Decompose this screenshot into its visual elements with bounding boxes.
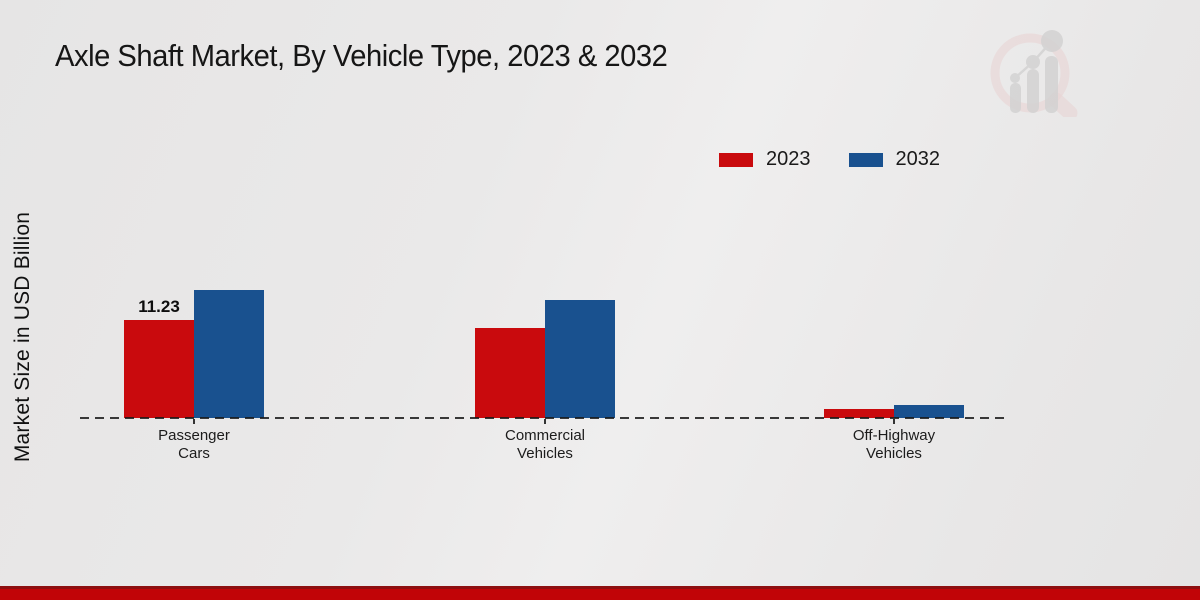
legend-label: 2032 [895, 148, 941, 170]
legend-item-2023: 2023 [719, 148, 811, 171]
legend-swatch-2023 [719, 152, 753, 167]
category-label: Off-Highway Vehicles [852, 427, 936, 462]
x-axis-tick [544, 419, 546, 424]
category-label: Passenger Cars [158, 427, 230, 462]
bar-chart-glyph [1010, 30, 1063, 113]
bar-2032-passenger-cars [194, 290, 264, 418]
x-axis-tick [893, 419, 895, 424]
bar-2032-off-highway-vehicles [894, 405, 964, 418]
legend-swatch-2032 [848, 152, 883, 167]
bar-2023-commercial-vehicles [475, 328, 545, 418]
x-axis-dashed-baseline [80, 417, 1007, 419]
chart-title: Axle Shaft Market, By Vehicle Type, 2023… [55, 38, 668, 73]
category-label: Commercial Vehicles [504, 427, 586, 462]
legend-item-2032: 2032 [848, 148, 941, 171]
bar-2023-off-highway-vehicles [824, 409, 894, 418]
x-axis-tick [193, 419, 195, 424]
market-research-future-logo-watermark [990, 30, 1078, 117]
bottom-accent-strip [0, 586, 1200, 600]
bar-2023-passenger-cars [124, 320, 194, 418]
bar-value-label: 11.23 [138, 297, 180, 316]
legend-label: 2023 [766, 148, 811, 170]
bar-2032-commercial-vehicles [545, 300, 615, 418]
legend: 2023 2032 [719, 148, 940, 171]
